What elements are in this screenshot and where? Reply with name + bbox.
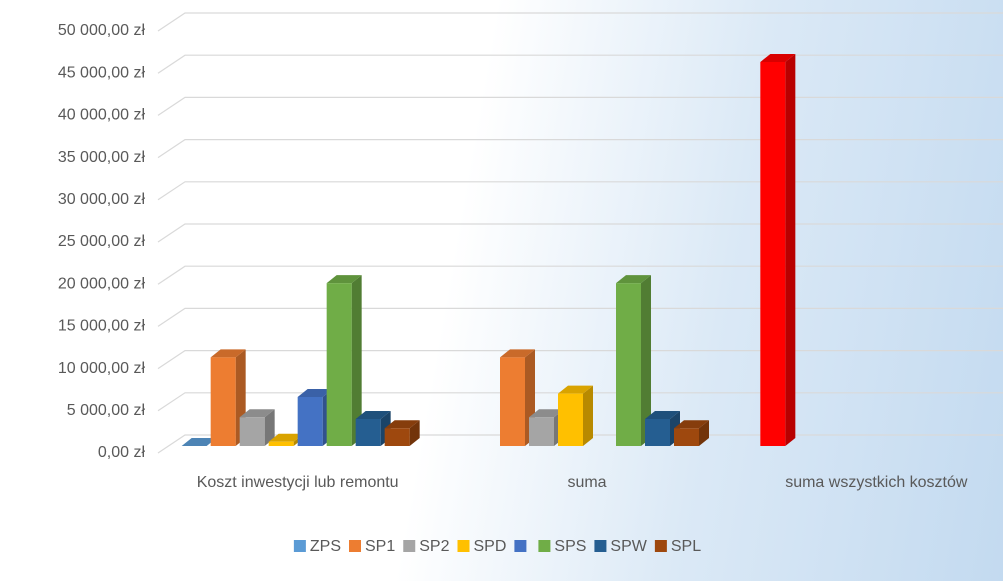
legend-swatch bbox=[514, 540, 527, 552]
bar bbox=[384, 420, 420, 446]
grid-line bbox=[157, 12, 1003, 32]
legend-label: SPL bbox=[671, 538, 701, 555]
bar bbox=[674, 420, 709, 446]
bar-face bbox=[297, 397, 323, 446]
bar bbox=[239, 409, 275, 446]
legend-swatch bbox=[457, 540, 470, 552]
bar-face bbox=[500, 357, 525, 446]
bar-face bbox=[268, 433, 304, 442]
grid-line bbox=[157, 96, 1003, 116]
bar-face bbox=[674, 420, 709, 429]
legend-swatch bbox=[349, 540, 361, 552]
bar-face bbox=[268, 441, 294, 446]
y-tick-label: 40 000,00 zł bbox=[58, 107, 146, 124]
bar-face bbox=[674, 428, 699, 446]
bar-face bbox=[583, 385, 593, 446]
bar-face bbox=[355, 410, 391, 419]
legend-swatch bbox=[293, 540, 306, 552]
bar-face bbox=[326, 283, 352, 446]
legend-label: SPD bbox=[474, 538, 507, 555]
bar-face bbox=[529, 409, 564, 418]
legend-swatch bbox=[594, 540, 607, 552]
legend-label: SP1 bbox=[365, 538, 395, 555]
bar-face bbox=[641, 275, 651, 446]
bar-face bbox=[264, 409, 275, 446]
bar-face bbox=[616, 283, 641, 446]
grid-line bbox=[157, 265, 1003, 285]
legend-label: SPW bbox=[610, 538, 647, 555]
bar-face bbox=[351, 275, 362, 446]
legend-label: ZPS bbox=[310, 538, 341, 555]
bar bbox=[326, 275, 362, 446]
bar-face bbox=[529, 417, 554, 446]
legend-swatch bbox=[654, 540, 667, 552]
x-tick-label: suma bbox=[567, 474, 607, 491]
bar-face bbox=[760, 61, 786, 446]
bar-face bbox=[645, 418, 670, 446]
grid-line bbox=[157, 434, 1003, 454]
bar-face bbox=[355, 418, 381, 446]
bar-face bbox=[785, 53, 796, 446]
bar-face bbox=[500, 349, 535, 358]
bar-face bbox=[210, 357, 236, 446]
bar-face bbox=[616, 275, 651, 284]
bar-face bbox=[384, 420, 420, 429]
y-tick-label: 25 000,00 zł bbox=[58, 233, 146, 250]
y-tick-label: 5 000,00 zł bbox=[67, 402, 146, 419]
legend-label: SP2 bbox=[419, 538, 449, 555]
bar-face bbox=[645, 410, 680, 419]
grid-line bbox=[157, 350, 1003, 370]
legend-swatch bbox=[538, 540, 551, 552]
grid-line bbox=[157, 223, 1003, 243]
x-tick-label: Koszt inwestycji lub remontu bbox=[196, 474, 399, 491]
y-tick-label: 20 000,00 zł bbox=[58, 275, 146, 292]
y-tick-label: 45 000,00 zł bbox=[58, 64, 146, 81]
grid-line bbox=[157, 307, 1003, 327]
bar-face bbox=[326, 275, 362, 284]
legend-swatch bbox=[403, 540, 416, 552]
bar-face bbox=[760, 53, 796, 62]
bar-face bbox=[297, 389, 333, 398]
bar-face bbox=[699, 420, 709, 446]
grid-line bbox=[157, 139, 1003, 159]
x-tick-label: suma wszystkich kosztów bbox=[785, 474, 968, 491]
bar bbox=[558, 385, 593, 446]
grid-line bbox=[157, 392, 1003, 412]
grid-line bbox=[157, 181, 1003, 201]
grid-line bbox=[157, 54, 1003, 74]
bar-face bbox=[384, 428, 410, 446]
bar-face bbox=[239, 409, 275, 418]
bar bbox=[616, 275, 651, 446]
bar-face bbox=[558, 393, 583, 446]
bar-face bbox=[558, 385, 593, 394]
y-tick-label: 30 000,00 zł bbox=[58, 191, 146, 208]
bar-face bbox=[210, 349, 246, 358]
y-tick-label: 50 000,00 zł bbox=[58, 22, 146, 39]
bar bbox=[181, 438, 217, 446]
bar bbox=[760, 53, 796, 446]
bar-face bbox=[181, 438, 217, 446]
y-tick-label: 10 000,00 zł bbox=[58, 360, 146, 377]
y-tick-label: 35 000,00 zł bbox=[58, 149, 146, 166]
y-tick-label: 0,00 zł bbox=[98, 444, 146, 461]
bar-face bbox=[239, 417, 265, 446]
legend-label: SPS bbox=[554, 538, 586, 555]
bar-face bbox=[409, 420, 420, 446]
y-tick-label: 15 000,00 zł bbox=[58, 318, 146, 335]
